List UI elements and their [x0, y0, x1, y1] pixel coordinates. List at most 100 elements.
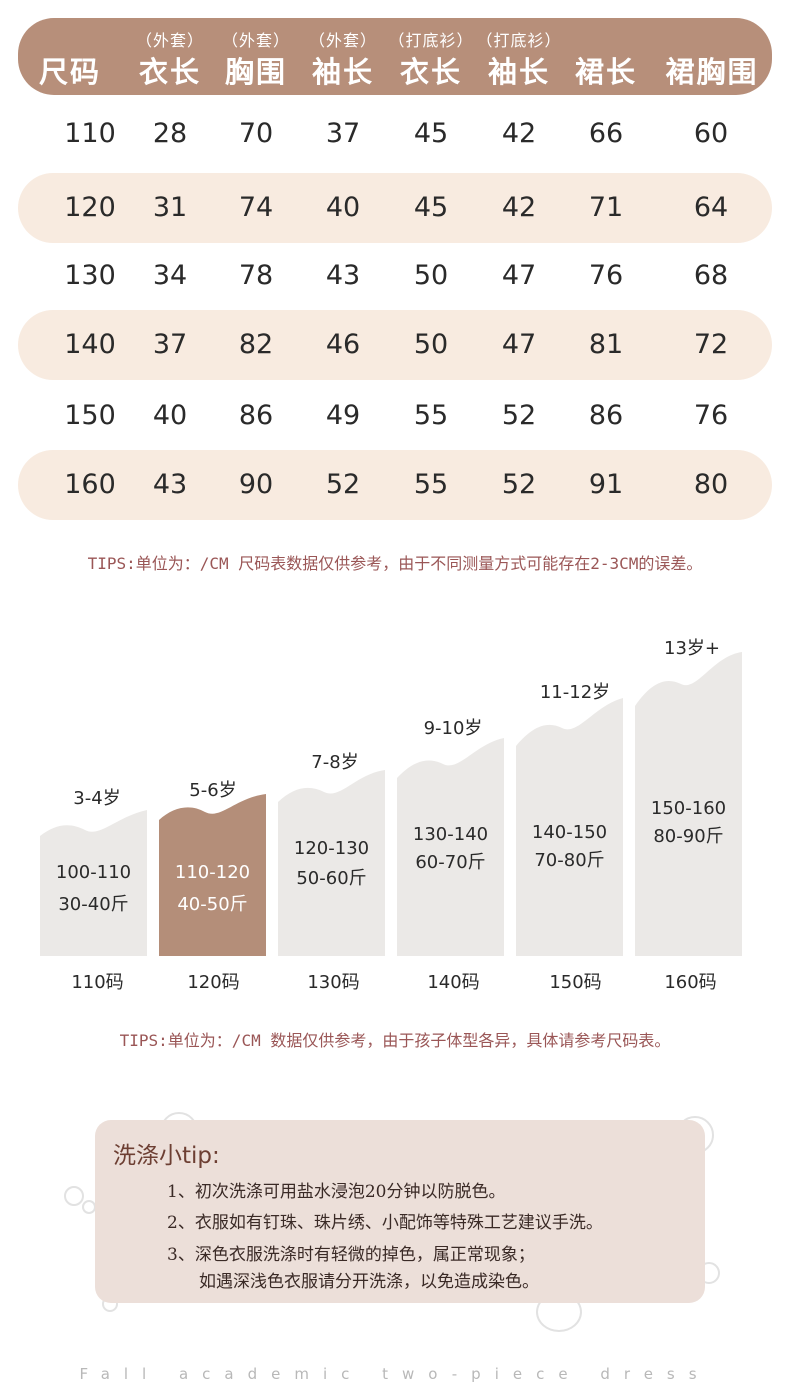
- table-cell: 80: [693, 469, 729, 500]
- bar-shape: [40, 810, 147, 956]
- bar-age-label: 9-10岁: [423, 718, 483, 739]
- bar-size-label: 120码: [187, 972, 240, 993]
- table-cell: 64: [693, 192, 729, 223]
- bar-size-label: 110码: [71, 972, 124, 993]
- table-cell: 55: [413, 469, 449, 500]
- bar-shape: [397, 738, 504, 956]
- wash-tip-line: 1、初次洗涤可用盐水浸泡20分钟以防脱色。: [167, 1182, 506, 1202]
- bar-size-label: 140码: [427, 972, 480, 993]
- bar-size-label: 150码: [549, 972, 602, 993]
- wash-tips-title: 洗涤小tip:: [113, 1143, 220, 1169]
- bar-height-range: 150-160: [650, 798, 727, 819]
- size-bar-110: 100-110 30-40斤: [40, 810, 147, 956]
- bar-age-label: 13岁+: [664, 638, 720, 659]
- table-cell: 49: [325, 400, 361, 431]
- table-cell: 70: [238, 118, 274, 149]
- wash-tip-line: 3、深色衣服洗涤时有轻微的掉色，属正常现象；: [167, 1245, 535, 1265]
- bubble-decoration: [82, 1200, 96, 1214]
- bar-weight-range: 80-90斤: [653, 826, 724, 847]
- bar-size-label: 130码: [307, 972, 360, 993]
- table-cell: 46: [325, 329, 361, 360]
- bar-age-label: 3-4岁: [73, 788, 121, 809]
- bar-age-label: 7-8岁: [311, 752, 359, 773]
- table-cell: 150: [64, 400, 116, 431]
- table-cell: 140: [64, 329, 116, 360]
- bar-height-range: 110-120: [174, 862, 251, 883]
- table-cell: 76: [588, 260, 624, 291]
- wash-tip-line: 2、衣服如有钉珠、珠片绣、小配饰等特殊工艺建议手洗。: [167, 1213, 603, 1233]
- table-cell: 52: [501, 400, 537, 431]
- bar-shape: [516, 698, 623, 956]
- bar-shape: [159, 794, 266, 956]
- header-base-sleeve: （打底衫） 袖长: [476, 31, 562, 89]
- size-bar-160: 150-160 80-90斤: [635, 650, 742, 956]
- table-cell: 90: [238, 469, 274, 500]
- header-size: 尺码: [38, 55, 101, 89]
- table-cell: 81: [588, 329, 624, 360]
- table-cell: 86: [238, 400, 274, 431]
- table-cell: 55: [413, 400, 449, 431]
- table-cell: 43: [152, 469, 188, 500]
- table-row: 140 37 82 46 50 47 81 72: [18, 310, 772, 380]
- table-cell: 37: [325, 118, 361, 149]
- header-base-length: （打底衫） 衣长: [388, 31, 474, 89]
- table-cell: 82: [238, 329, 274, 360]
- table-cell: 34: [152, 260, 188, 291]
- bar-size-label: 160码: [664, 972, 717, 993]
- header-coat-chest: （外套） 胸围: [221, 31, 290, 89]
- table-cell: 71: [588, 192, 624, 223]
- table-cell: 68: [693, 260, 729, 291]
- table-cell: 31: [152, 192, 188, 223]
- bar-height-range: 120-130: [293, 838, 370, 859]
- bar-weight-range: 30-40斤: [58, 894, 129, 915]
- bubble-decoration: [64, 1186, 84, 1206]
- table-row: 130 34 78 43 50 47 76 68: [18, 241, 772, 311]
- table-cell: 120: [64, 192, 116, 223]
- bar-weight-range: 70-80斤: [534, 850, 605, 871]
- bar-age-label: 11-12岁: [539, 682, 611, 703]
- size-bar-120: 110-120 40-50斤: [159, 794, 266, 956]
- table-row: 110 28 70 37 45 42 66 60: [18, 99, 772, 169]
- table-row: 120 31 74 40 45 42 71 64: [18, 173, 772, 243]
- table-cell: 45: [413, 118, 449, 149]
- age-chart-tips: TIPS:单位为：/CM 数据仅供参考，由于孩子体型各异，具体请参考尺码表。: [119, 1031, 671, 1050]
- table-cell: 37: [152, 329, 188, 360]
- header-skirt-chest: 裙胸围: [665, 55, 759, 89]
- table-cell: 91: [588, 469, 624, 500]
- bar-weight-range: 40-50斤: [177, 894, 248, 915]
- table-cell: 76: [693, 400, 729, 431]
- table-cell: 40: [325, 192, 361, 223]
- table-cell: 72: [693, 329, 729, 360]
- footer-caption: Fall academic two-piece dress: [79, 1365, 711, 1383]
- table-cell: 86: [588, 400, 624, 431]
- size-bar-130: 120-130 50-60斤: [278, 770, 385, 956]
- table-cell: 47: [501, 260, 537, 291]
- bar-height-range: 140-150: [531, 822, 608, 843]
- table-cell: 43: [325, 260, 361, 291]
- header-coat-sleeve: （外套） 袖长: [308, 31, 377, 89]
- table-cell: 160: [64, 469, 116, 500]
- bar-height-range: 130-140: [412, 824, 489, 845]
- table-cell: 40: [152, 400, 188, 431]
- table-cell: 47: [501, 329, 537, 360]
- table-cell: 42: [501, 118, 537, 149]
- bar-weight-range: 60-70斤: [415, 852, 486, 873]
- bar-height-range: 100-110: [55, 862, 132, 883]
- bar-shape: [635, 652, 742, 956]
- table-cell: 74: [238, 192, 274, 223]
- wash-tips-card: 洗涤小tip: 1、初次洗涤可用盐水浸泡20分钟以防脱色。 2、衣服如有钉珠、珠…: [95, 1120, 705, 1303]
- header-coat-length: （外套） 衣长: [135, 31, 204, 89]
- wash-tip-line: 如遇深浅色衣服请分开洗涤，以免造成染色。: [199, 1272, 539, 1292]
- size-table-tips: TIPS:单位为：/CM 尺码表数据仅供参考，由于不同测量方式可能存在2-3CM…: [87, 554, 703, 573]
- table-cell: 42: [501, 192, 537, 223]
- size-table-header: 尺码 （外套） 衣长 （外套） 胸围 （外套） 袖长 （打底衫） 衣长 （打底衫…: [18, 18, 772, 95]
- bar-shape: [278, 770, 385, 956]
- table-cell: 50: [413, 329, 449, 360]
- bar-age-label: 5-6岁: [189, 780, 237, 801]
- table-row: 150 40 86 49 55 52 86 76: [18, 381, 772, 451]
- table-cell: 50: [413, 260, 449, 291]
- table-cell: 28: [152, 118, 188, 149]
- bar-weight-range: 50-60斤: [296, 868, 367, 889]
- table-cell: 52: [501, 469, 537, 500]
- header-skirt-length: 裙长: [574, 55, 637, 89]
